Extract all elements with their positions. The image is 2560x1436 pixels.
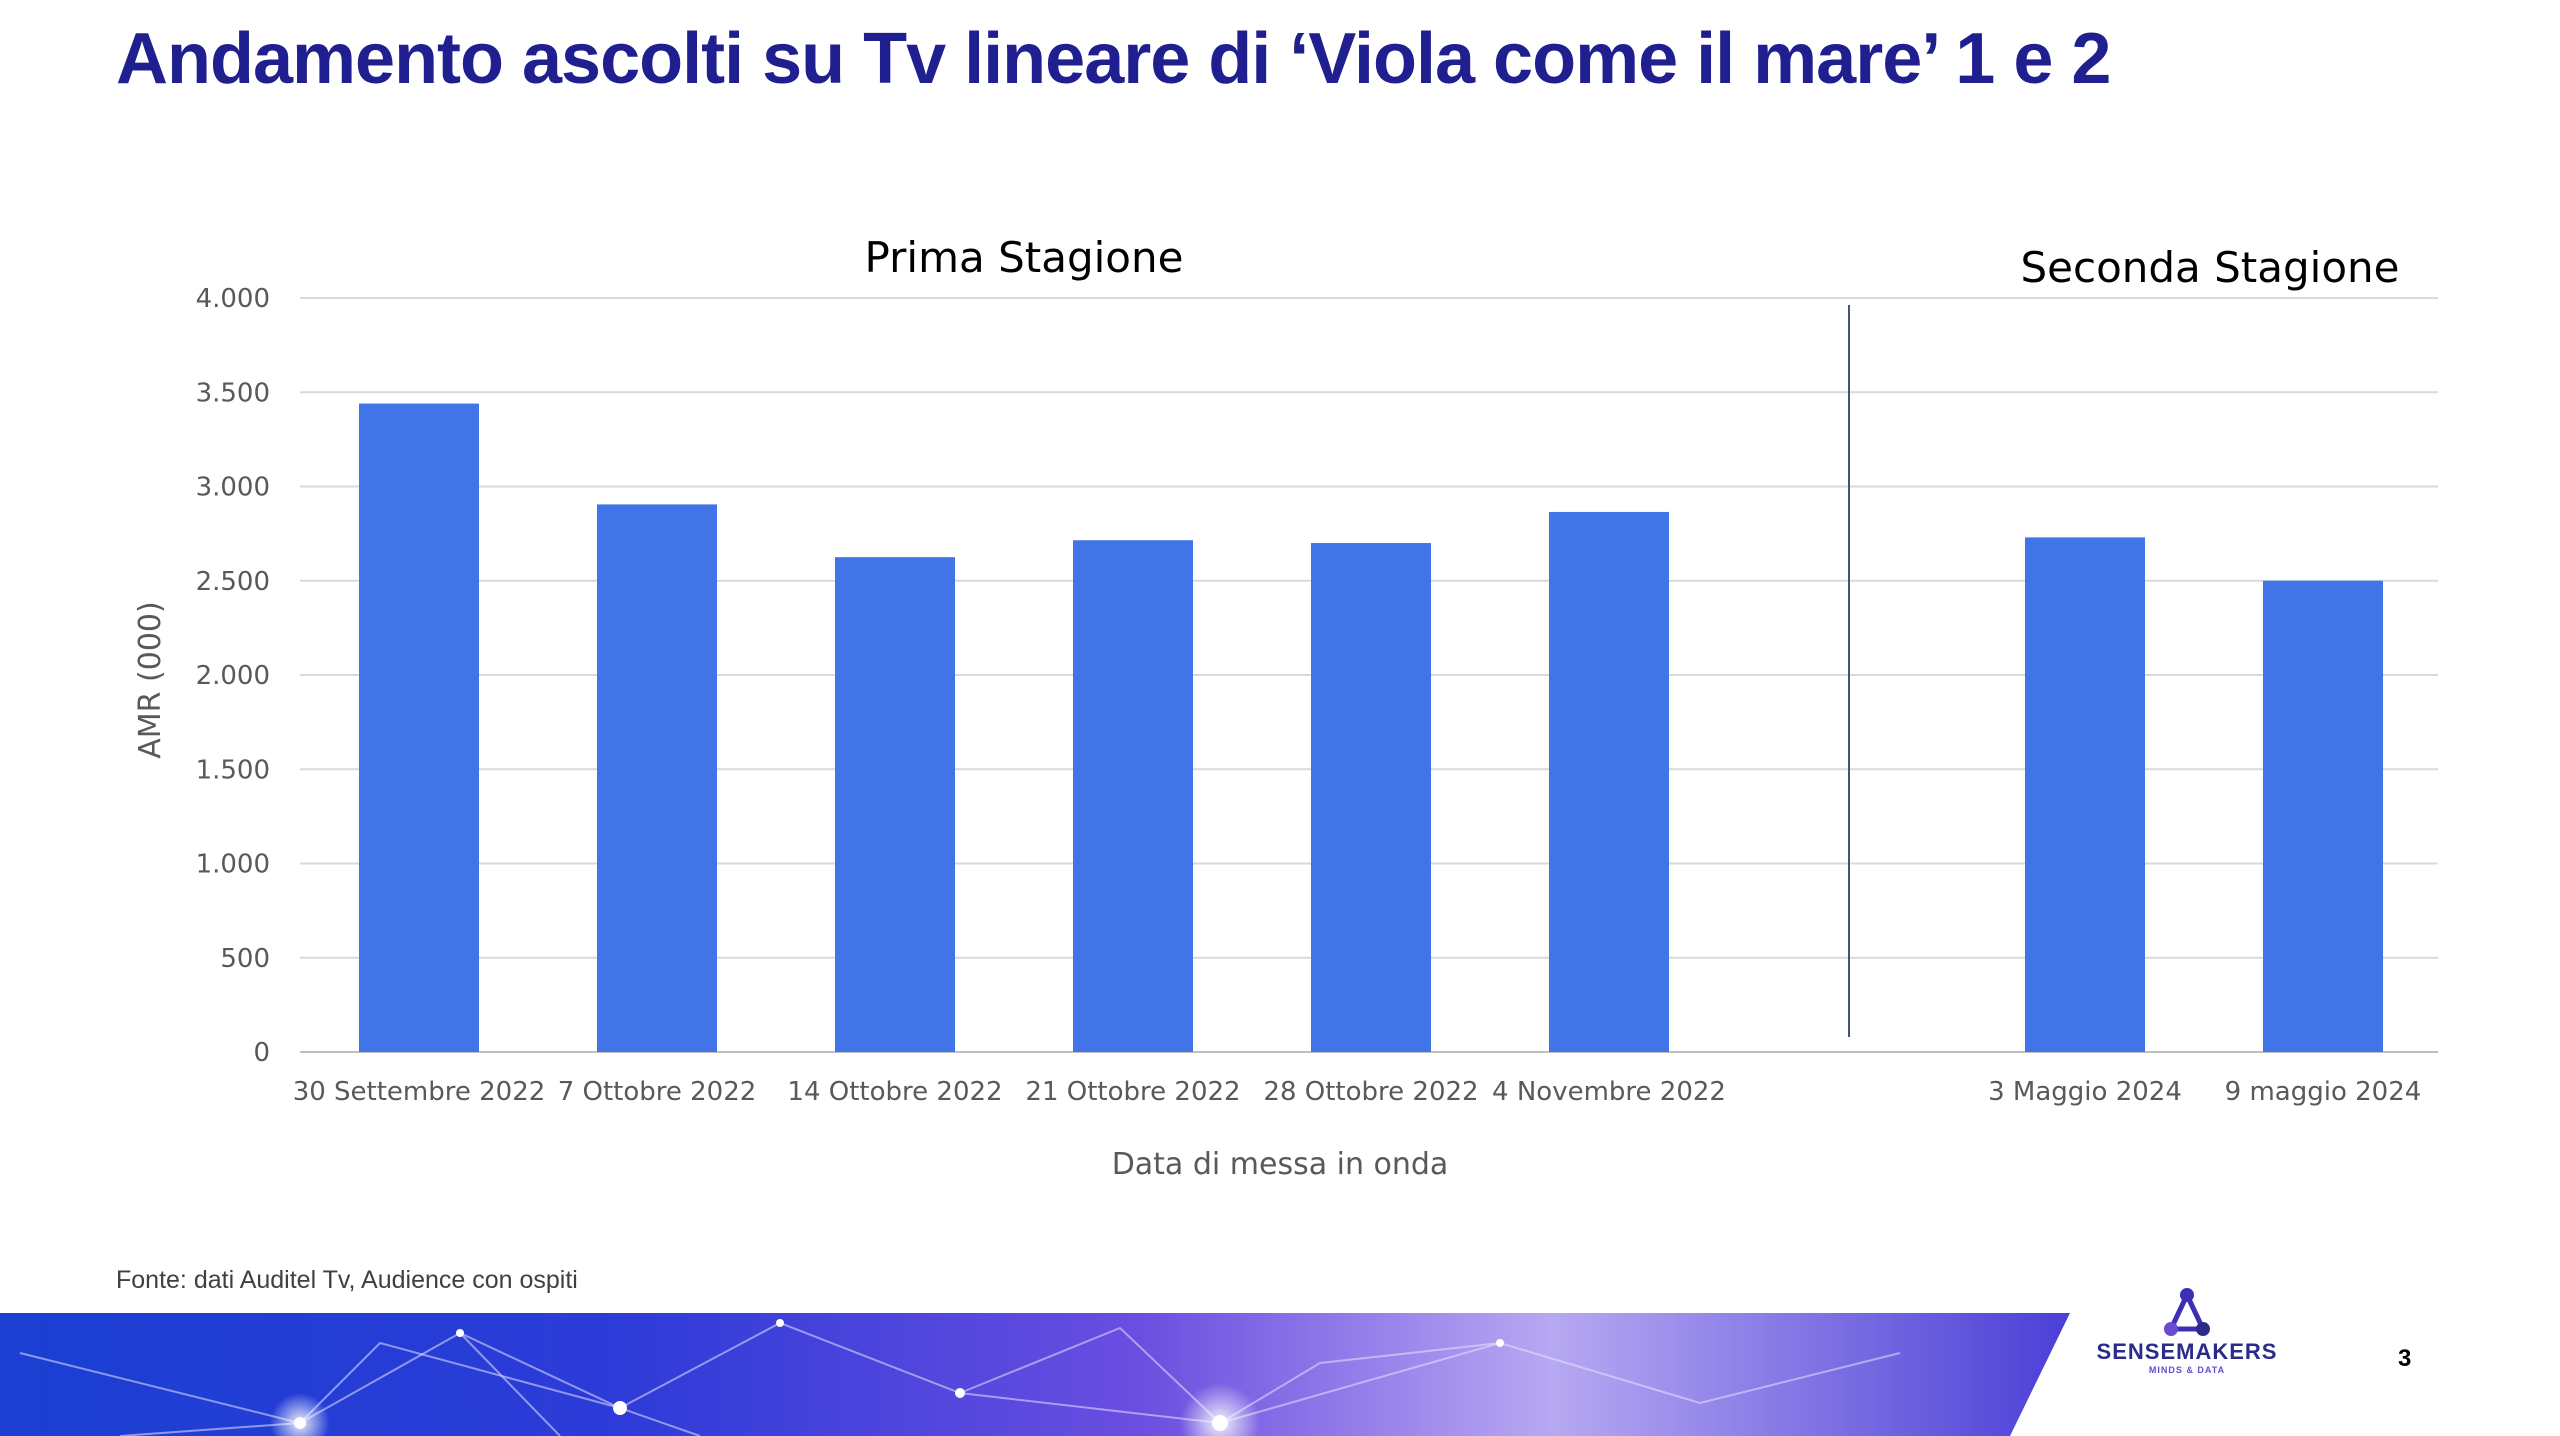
x-tick-label: 28 Ottobre 2022 (1263, 1077, 1478, 1107)
page-number: 3 (2398, 1345, 2412, 1372)
bar (1073, 540, 1193, 1052)
y-axis-ticks: 0 500 1.000 1.500 2.000 2.500 3.000 3.500 4.000 (196, 284, 270, 1068)
sensemakers-logo-icon (2164, 1288, 2210, 1336)
sensemakers-logo: SENSEMAKERS MINDS & DATA (2082, 1285, 2292, 1385)
x-tick-label: 9 maggio 2024 (2225, 1077, 2422, 1107)
x-axis-title: Data di messa in onda (1112, 1147, 1449, 1182)
page-title: Andamento ascolti su Tv lineare di ‘Viol… (116, 19, 2111, 99)
y-tick-label: 1.000 (196, 850, 270, 880)
y-tick-label: 0 (253, 1038, 270, 1068)
bars (359, 403, 2383, 1053)
y-tick-label: 500 (220, 944, 270, 974)
x-tick-label: 7 Ottobre 2022 (558, 1077, 757, 1107)
x-tick-label: 3 Maggio 2024 (1988, 1077, 2182, 1107)
bar (1549, 511, 1669, 1052)
x-tick-label: 4 Novembre 2022 (1492, 1077, 1726, 1107)
logo-tagline: MINDS & DATA (2148, 1365, 2226, 1375)
bar (597, 504, 717, 1053)
x-tick-label: 30 Settembre 2022 (293, 1077, 546, 1107)
bar (835, 557, 955, 1052)
y-tick-label: 3.500 (196, 378, 270, 408)
source-note: Fonte: dati Auditel Tv, Audience con osp… (116, 1266, 578, 1294)
y-tick-label: 1.500 (196, 755, 270, 785)
season-title-second: Seconda Stagione (2020, 243, 2399, 292)
bar-chart: 05001.0001.5002.0002.5003.0003.5004.000 … (133, 233, 2438, 1182)
bar (359, 403, 479, 1052)
y-tick-label: 3.000 (196, 473, 270, 503)
y-tick-label: 2.000 (196, 661, 270, 691)
season-title-first: Prima Stagione (865, 233, 1184, 282)
bar (2025, 537, 2145, 1052)
x-tick-label: 21 Ottobre 2022 (1025, 1077, 1240, 1107)
y-tick-label: 2.500 (196, 567, 270, 597)
y-tick-label: 4.000 (196, 284, 270, 314)
y-axis-title: AMR (000) (133, 601, 168, 758)
bar (2263, 580, 2383, 1052)
logo-name: SENSEMAKERS (2096, 1339, 2278, 1364)
footer-banner (0, 1313, 2070, 1436)
x-tick-label: 14 Ottobre 2022 (787, 1077, 1002, 1107)
x-axis-ticks: 30 Settembre 2022 7 Ottobre 2022 14 Ottobr… (293, 1077, 2422, 1107)
bar (1311, 543, 1431, 1052)
